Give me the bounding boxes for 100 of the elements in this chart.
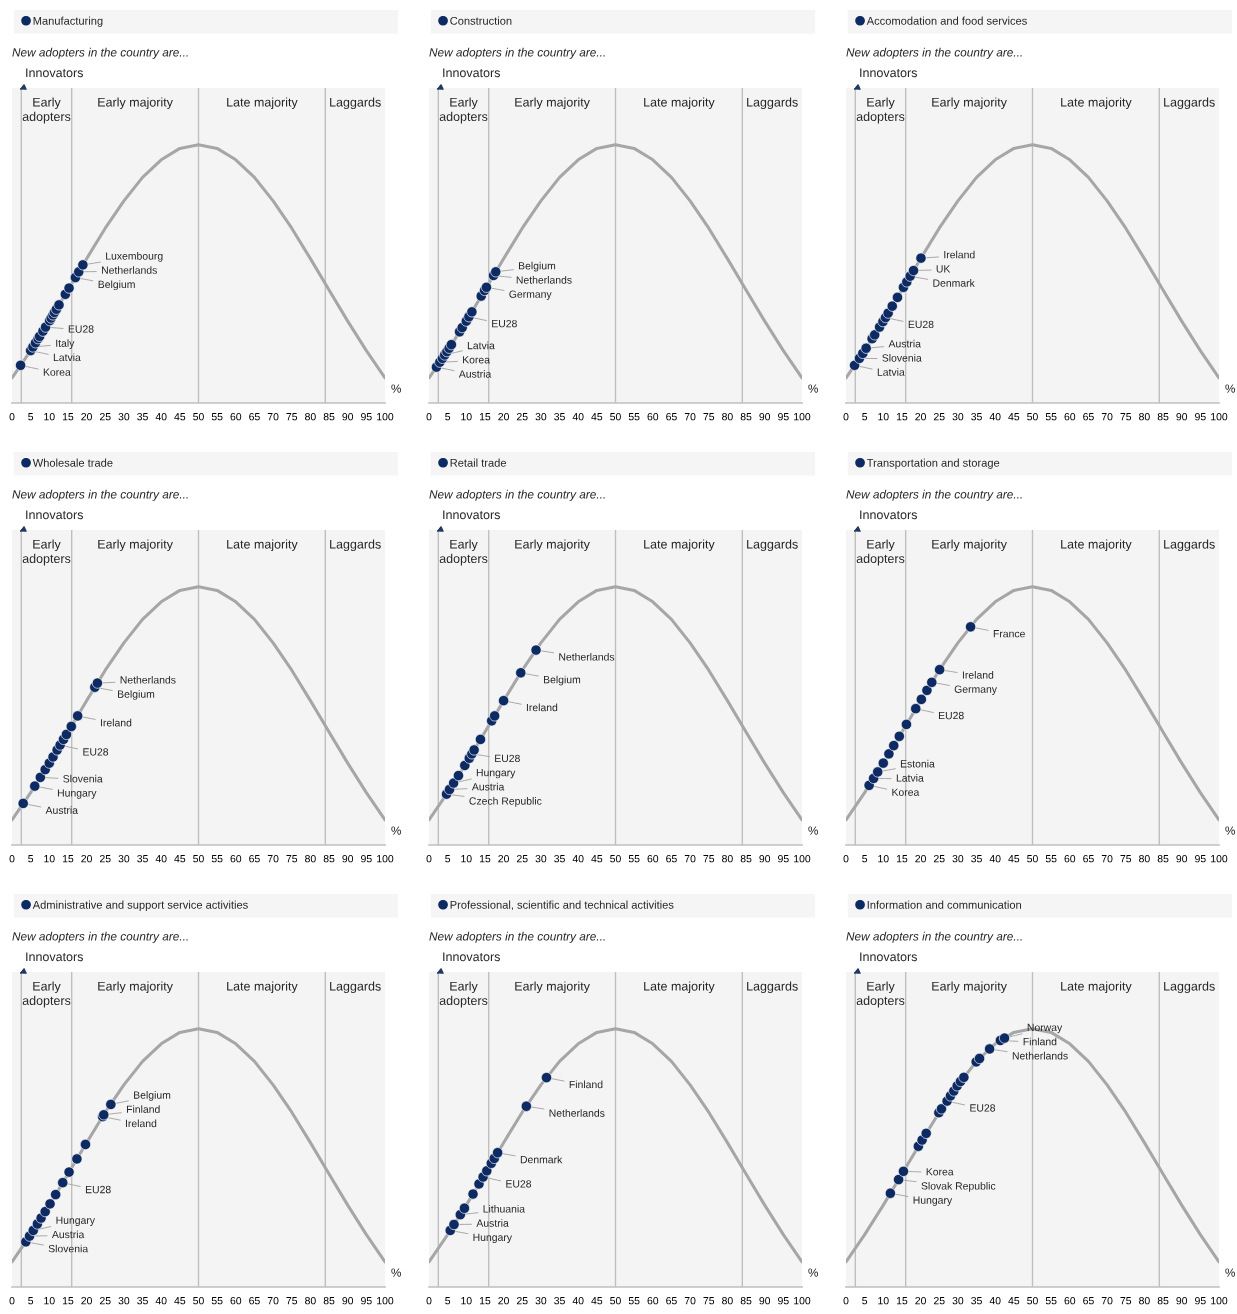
x-tick-label: 85 xyxy=(740,1297,752,1305)
x-tick-label: 90 xyxy=(759,413,771,421)
x-tick-label: 5 xyxy=(862,855,868,863)
band-label: Laggards xyxy=(747,539,798,552)
x-tick-label: 85 xyxy=(323,413,335,421)
x-tick-label: 65 xyxy=(249,855,260,863)
band-label: Innovators xyxy=(443,510,500,520)
annotation: Netherlands xyxy=(559,652,615,661)
x-tick-label: 40 xyxy=(989,413,1001,421)
annotation: Slovenia xyxy=(48,1244,89,1253)
x-tick-label: 100 xyxy=(1211,855,1228,863)
x-tick-label: 10 xyxy=(878,855,889,863)
x-tick-label: 15 xyxy=(896,1297,908,1305)
annotation: EU28 xyxy=(970,1104,996,1112)
x-tick-label: 65 xyxy=(666,855,677,863)
band-label: Laggards xyxy=(330,539,381,552)
band-label: Laggards xyxy=(747,981,798,994)
band-label: Early adopters xyxy=(439,539,488,566)
x-tick-label: 20 xyxy=(81,413,92,421)
x-tick-label: 55 xyxy=(211,1297,223,1305)
x-tick-label: 35 xyxy=(137,855,148,863)
annotation: Czech Republic xyxy=(469,797,542,807)
x-tick-label: 65 xyxy=(666,413,677,421)
x-tick-label: 30 xyxy=(118,855,130,863)
x-tick-label: 0 xyxy=(843,413,849,421)
x-axis-title: % xyxy=(808,826,819,835)
annotation: Germany xyxy=(509,290,552,300)
x-tick-label: 60 xyxy=(230,1297,242,1305)
x-tick-label: 20 xyxy=(498,413,509,421)
x-tick-label: 35 xyxy=(137,413,148,421)
x-tick-label: 35 xyxy=(554,855,565,863)
x-tick-label: 95 xyxy=(778,855,789,863)
x-tick-label: 70 xyxy=(684,413,696,421)
annotation: Korea xyxy=(463,356,490,364)
x-tick-label: 0 xyxy=(843,855,849,863)
band-label: Laggards xyxy=(330,981,381,994)
legend-label: Wholesale trade xyxy=(32,458,113,467)
annotation: Belgium xyxy=(543,675,581,686)
x-tick-label: 15 xyxy=(479,413,491,421)
x-tick-label: 65 xyxy=(1083,1297,1094,1305)
annotation: EU28 xyxy=(85,1185,111,1194)
x-tick-label: 15 xyxy=(896,413,908,421)
x-tick-label: 90 xyxy=(759,1297,771,1305)
chart-subtitle: New adopters in the country are... xyxy=(846,931,1022,943)
chart-subtitle: New adopters in the country are... xyxy=(846,47,1022,59)
x-tick-label: 40 xyxy=(989,855,1001,863)
annotation: Italy xyxy=(56,339,75,349)
x-tick-label: 90 xyxy=(342,855,354,863)
x-tick-label: 75 xyxy=(703,413,715,421)
x-tick-label: 20 xyxy=(915,1297,926,1305)
x-tick-label: 5 xyxy=(28,855,34,863)
legend-label: Retail trade xyxy=(450,458,507,467)
annotation: Ireland xyxy=(125,1119,157,1128)
band-label: Innovators xyxy=(860,68,917,78)
chart-subtitle: New adopters in the country are... xyxy=(12,47,188,59)
x-tick-label: 90 xyxy=(1176,413,1188,421)
x-tick-label: 55 xyxy=(1045,1297,1057,1305)
band-label: Late majority xyxy=(227,539,298,552)
legend-label: Transportation and storage xyxy=(866,458,1000,469)
x-tick-label: 100 xyxy=(377,1297,394,1305)
x-tick-label: 75 xyxy=(286,855,298,863)
x-axis-title: % xyxy=(391,826,402,835)
x-axis-title: % xyxy=(391,1268,402,1277)
band-label: Early majority xyxy=(932,981,1007,994)
x-tick-label: 0 xyxy=(426,413,432,421)
band-label: Innovators xyxy=(443,68,500,78)
x-tick-label: 100 xyxy=(1211,413,1228,421)
band-label: Laggards xyxy=(747,97,798,110)
x-tick-label: 90 xyxy=(1176,1297,1188,1305)
x-tick-label: 65 xyxy=(249,413,260,421)
x-tick-label: 45 xyxy=(1008,855,1020,863)
x-tick-label: 70 xyxy=(1101,855,1113,863)
x-tick-label: 15 xyxy=(479,855,491,863)
annotation: Slovenia xyxy=(882,353,922,362)
x-tick-label: 70 xyxy=(267,1297,279,1305)
band-label: Early adopters xyxy=(439,981,488,1008)
x-tick-label: 55 xyxy=(628,1297,640,1305)
x-tick-label: 35 xyxy=(971,855,982,863)
x-tick-label: 40 xyxy=(155,413,167,421)
x-tick-label: 30 xyxy=(535,413,547,421)
band-label: Early adopters xyxy=(856,539,905,566)
x-tick-label: 10 xyxy=(44,855,55,863)
legend-label: Construction xyxy=(450,16,512,25)
x-axis-title: % xyxy=(808,1268,819,1277)
x-tick-label: 55 xyxy=(1045,855,1057,863)
annotation: Korea xyxy=(926,1168,954,1176)
x-tick-label: 55 xyxy=(1045,413,1057,421)
band-label: Late majority xyxy=(644,97,715,110)
x-tick-label: 70 xyxy=(267,413,279,421)
annotation: Ireland xyxy=(100,718,132,727)
x-tick-label: 95 xyxy=(778,1297,789,1305)
x-tick-label: 30 xyxy=(535,855,547,863)
x-tick-label: 80 xyxy=(305,855,316,863)
annotation: Luxembourg xyxy=(106,252,163,262)
annotation: Hungary xyxy=(56,1216,95,1227)
annotation: Slovak Republic xyxy=(921,1181,996,1192)
x-tick-label: 55 xyxy=(211,855,223,863)
annotation: Latvia xyxy=(467,341,495,350)
x-tick-label: 40 xyxy=(572,413,584,421)
annotation: Belgium xyxy=(118,690,155,700)
